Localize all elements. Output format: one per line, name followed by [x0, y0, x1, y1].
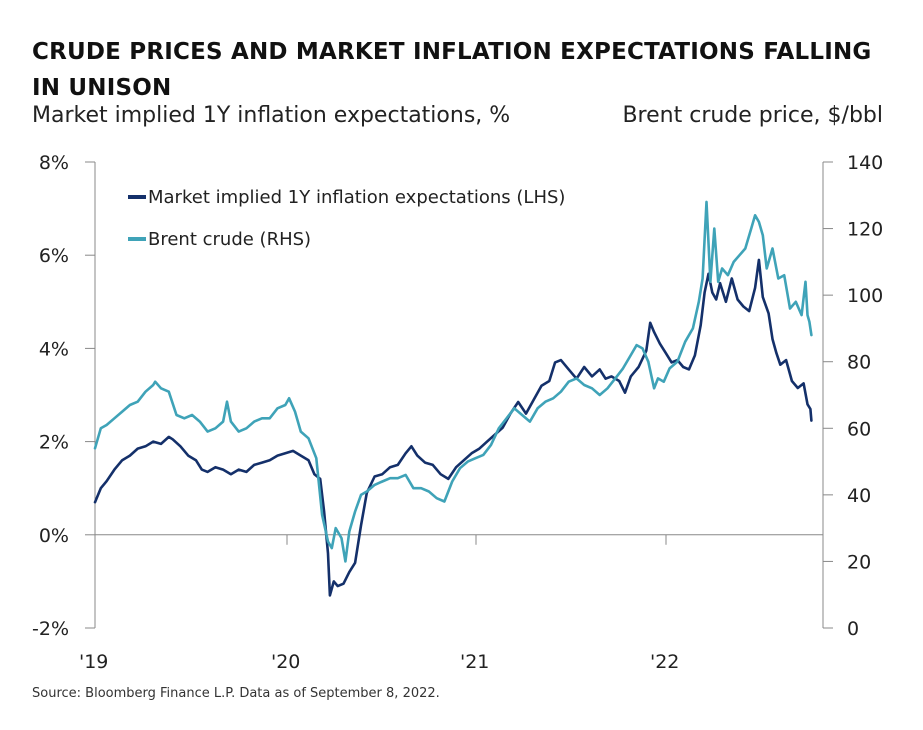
x-tick-label: '19 — [79, 651, 108, 673]
x-tick-label: '21 — [460, 651, 489, 673]
right-tick-label: 40 — [847, 485, 871, 507]
brent-crude-line — [93, 200, 813, 563]
left-tick-label: 0% — [39, 525, 69, 547]
right-tick-label: 100 — [847, 285, 883, 307]
left-axis-subtitle: Market implied 1Y inflation expectations… — [32, 103, 511, 128]
right-tick-label: 20 — [847, 551, 871, 573]
left-tick-label: 2% — [39, 432, 69, 454]
x-tick-label: '20 — [271, 651, 300, 673]
right-tick-label: 140 — [847, 152, 883, 174]
right-tick-label: 60 — [847, 418, 871, 440]
left-tick-label: 4% — [39, 338, 69, 360]
legend-label: Market implied 1Y inflation expectations… — [148, 187, 565, 208]
left-tick-label: -2% — [32, 618, 69, 640]
chart-title: CRUDE PRICES AND MARKET INFLATION EXPECT… — [32, 39, 872, 101]
x-tick-label: '22 — [650, 651, 679, 673]
right-tick-label: 80 — [847, 352, 871, 374]
right-tick-label: 120 — [847, 219, 883, 241]
left-tick-label: 6% — [39, 245, 69, 267]
legend-label: Brent crude (RHS) — [148, 229, 311, 250]
left-tick-label: 8% — [39, 152, 69, 174]
inflation-expectations-line — [93, 258, 813, 597]
source-note: Source: Bloomberg Finance L.P. Data as o… — [32, 686, 440, 701]
right-tick-label: 0 — [847, 618, 859, 640]
right-axis-subtitle: Brent crude price, $/bbl — [622, 103, 883, 128]
